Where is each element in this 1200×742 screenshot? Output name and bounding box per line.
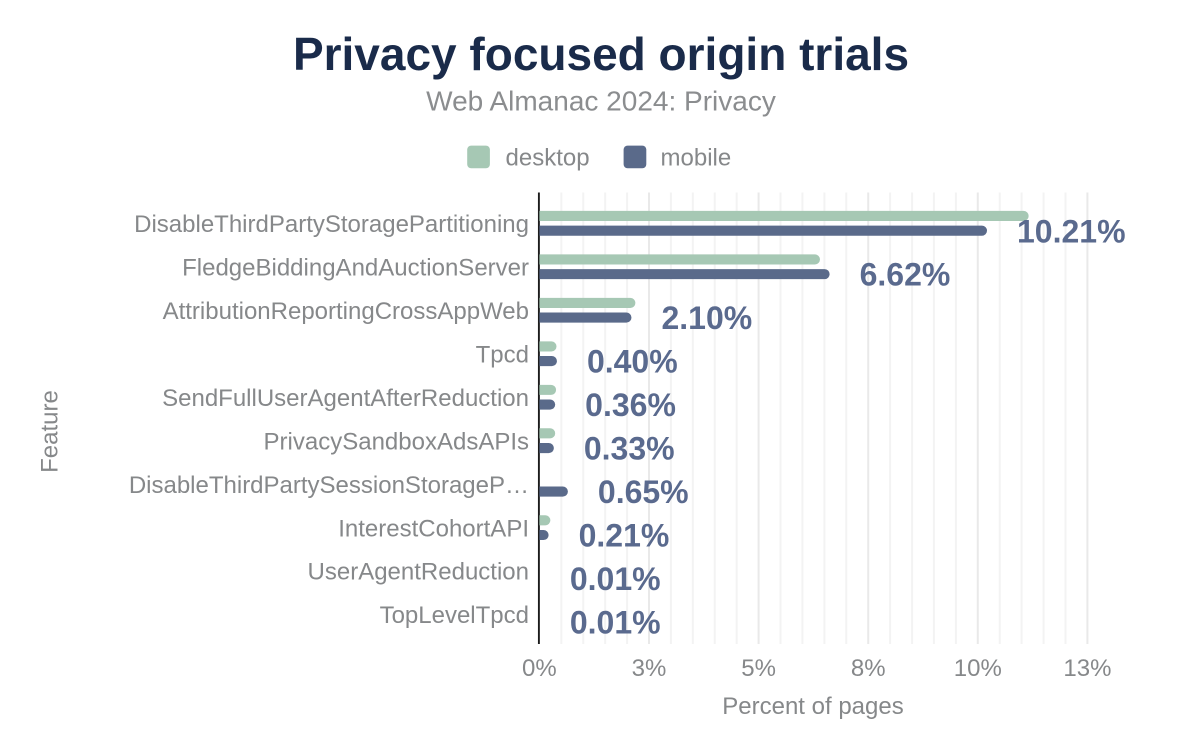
- svg-text:DisableThirdPartyStoragePartit: DisableThirdPartyStoragePartitioning: [134, 211, 529, 238]
- svg-text:FledgeBiddingAndAuctionServer: FledgeBiddingAndAuctionServer: [182, 254, 529, 281]
- svg-text:TopLevelTpcd: TopLevelTpcd: [380, 602, 529, 629]
- svg-text:0.01%: 0.01%: [570, 605, 661, 641]
- svg-text:SendFullUserAgentAfterReductio: SendFullUserAgentAfterReduction: [162, 385, 529, 412]
- svg-text:InterestCohortAPI: InterestCohortAPI: [338, 515, 529, 542]
- svg-text:0.21%: 0.21%: [579, 518, 670, 554]
- svg-text:5%: 5%: [741, 655, 776, 682]
- svg-text:13%: 13%: [1063, 655, 1111, 682]
- svg-text:desktop: desktop: [506, 145, 590, 172]
- svg-text:AttributionReportingCrossAppWe: AttributionReportingCrossAppWeb: [163, 298, 529, 325]
- svg-text:Feature: Feature: [36, 390, 63, 473]
- svg-text:mobile: mobile: [661, 145, 732, 172]
- svg-text:0%: 0%: [522, 655, 557, 682]
- svg-text:UserAgentReduction: UserAgentReduction: [308, 559, 529, 586]
- svg-text:10%: 10%: [954, 655, 1002, 682]
- svg-text:0.65%: 0.65%: [598, 474, 689, 510]
- svg-text:Privacy focused origin trials: Privacy focused origin trials: [293, 28, 909, 80]
- svg-text:10.21%: 10.21%: [1017, 213, 1126, 249]
- svg-text:8%: 8%: [851, 655, 886, 682]
- svg-text:0.40%: 0.40%: [587, 344, 678, 380]
- svg-text:2.10%: 2.10%: [661, 300, 752, 336]
- svg-text:0.33%: 0.33%: [584, 431, 675, 467]
- svg-text:0.01%: 0.01%: [570, 561, 661, 597]
- svg-text:3%: 3%: [632, 655, 667, 682]
- svg-text:Tpcd: Tpcd: [476, 341, 529, 368]
- svg-text:6.62%: 6.62%: [860, 257, 951, 293]
- svg-text:0.36%: 0.36%: [585, 387, 676, 423]
- svg-text:Percent of pages: Percent of pages: [722, 693, 903, 720]
- svg-text:DisableThirdPartySessionStorag: DisableThirdPartySessionStorageP…: [129, 472, 529, 499]
- svg-text:Web Almanac 2024: Privacy: Web Almanac 2024: Privacy: [426, 86, 776, 117]
- svg-text:PrivacySandboxAdsAPIs: PrivacySandboxAdsAPIs: [264, 428, 529, 455]
